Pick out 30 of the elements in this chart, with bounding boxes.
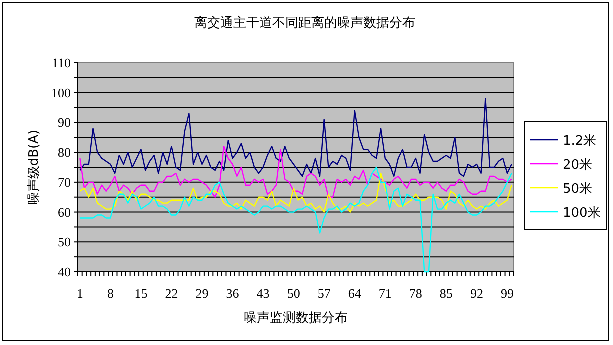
x-tick-label: 71 (378, 286, 392, 301)
y-tick-label: 100 (52, 85, 71, 100)
chart-title: 离交通主干道不同距离的噪声数据分布 (194, 15, 416, 31)
y-tick-label: 90 (58, 115, 71, 130)
x-tick-label: 22 (165, 286, 178, 301)
y-tick-label: 80 (58, 145, 71, 160)
x-tick-label: 1 (76, 286, 84, 301)
x-tick-label: 85 (440, 286, 453, 301)
x-tick-label: 36 (226, 286, 240, 301)
x-tick-label: 99 (500, 286, 514, 301)
x-tick-label: 8 (107, 286, 114, 301)
x-axis-title: 噪声监测数据分布 (244, 311, 348, 326)
legend-label: 50米 (563, 182, 593, 197)
y-axis-title: 噪声级dB(A) (27, 130, 42, 206)
x-tick-label: 78 (409, 286, 422, 301)
legend-label: 1.2米 (563, 134, 597, 149)
x-tick-label: 50 (287, 286, 300, 301)
x-tick-label: 43 (256, 286, 270, 301)
x-tick-label: 57 (318, 286, 332, 301)
y-tick-label: 70 (58, 174, 71, 190)
x-tick-label: 15 (134, 286, 148, 301)
legend-label: 20米 (563, 158, 593, 173)
x-tick-label: 29 (196, 286, 209, 301)
y-tick-label: 110 (52, 56, 71, 70)
y-tick-label: 50 (58, 234, 71, 250)
legend-label: 100米 (563, 206, 601, 221)
x-tick-label: 64 (348, 286, 362, 301)
y-tick-label: 40 (58, 264, 71, 280)
y-tick-label: 60 (58, 204, 71, 220)
x-tick-label: 92 (470, 286, 484, 301)
